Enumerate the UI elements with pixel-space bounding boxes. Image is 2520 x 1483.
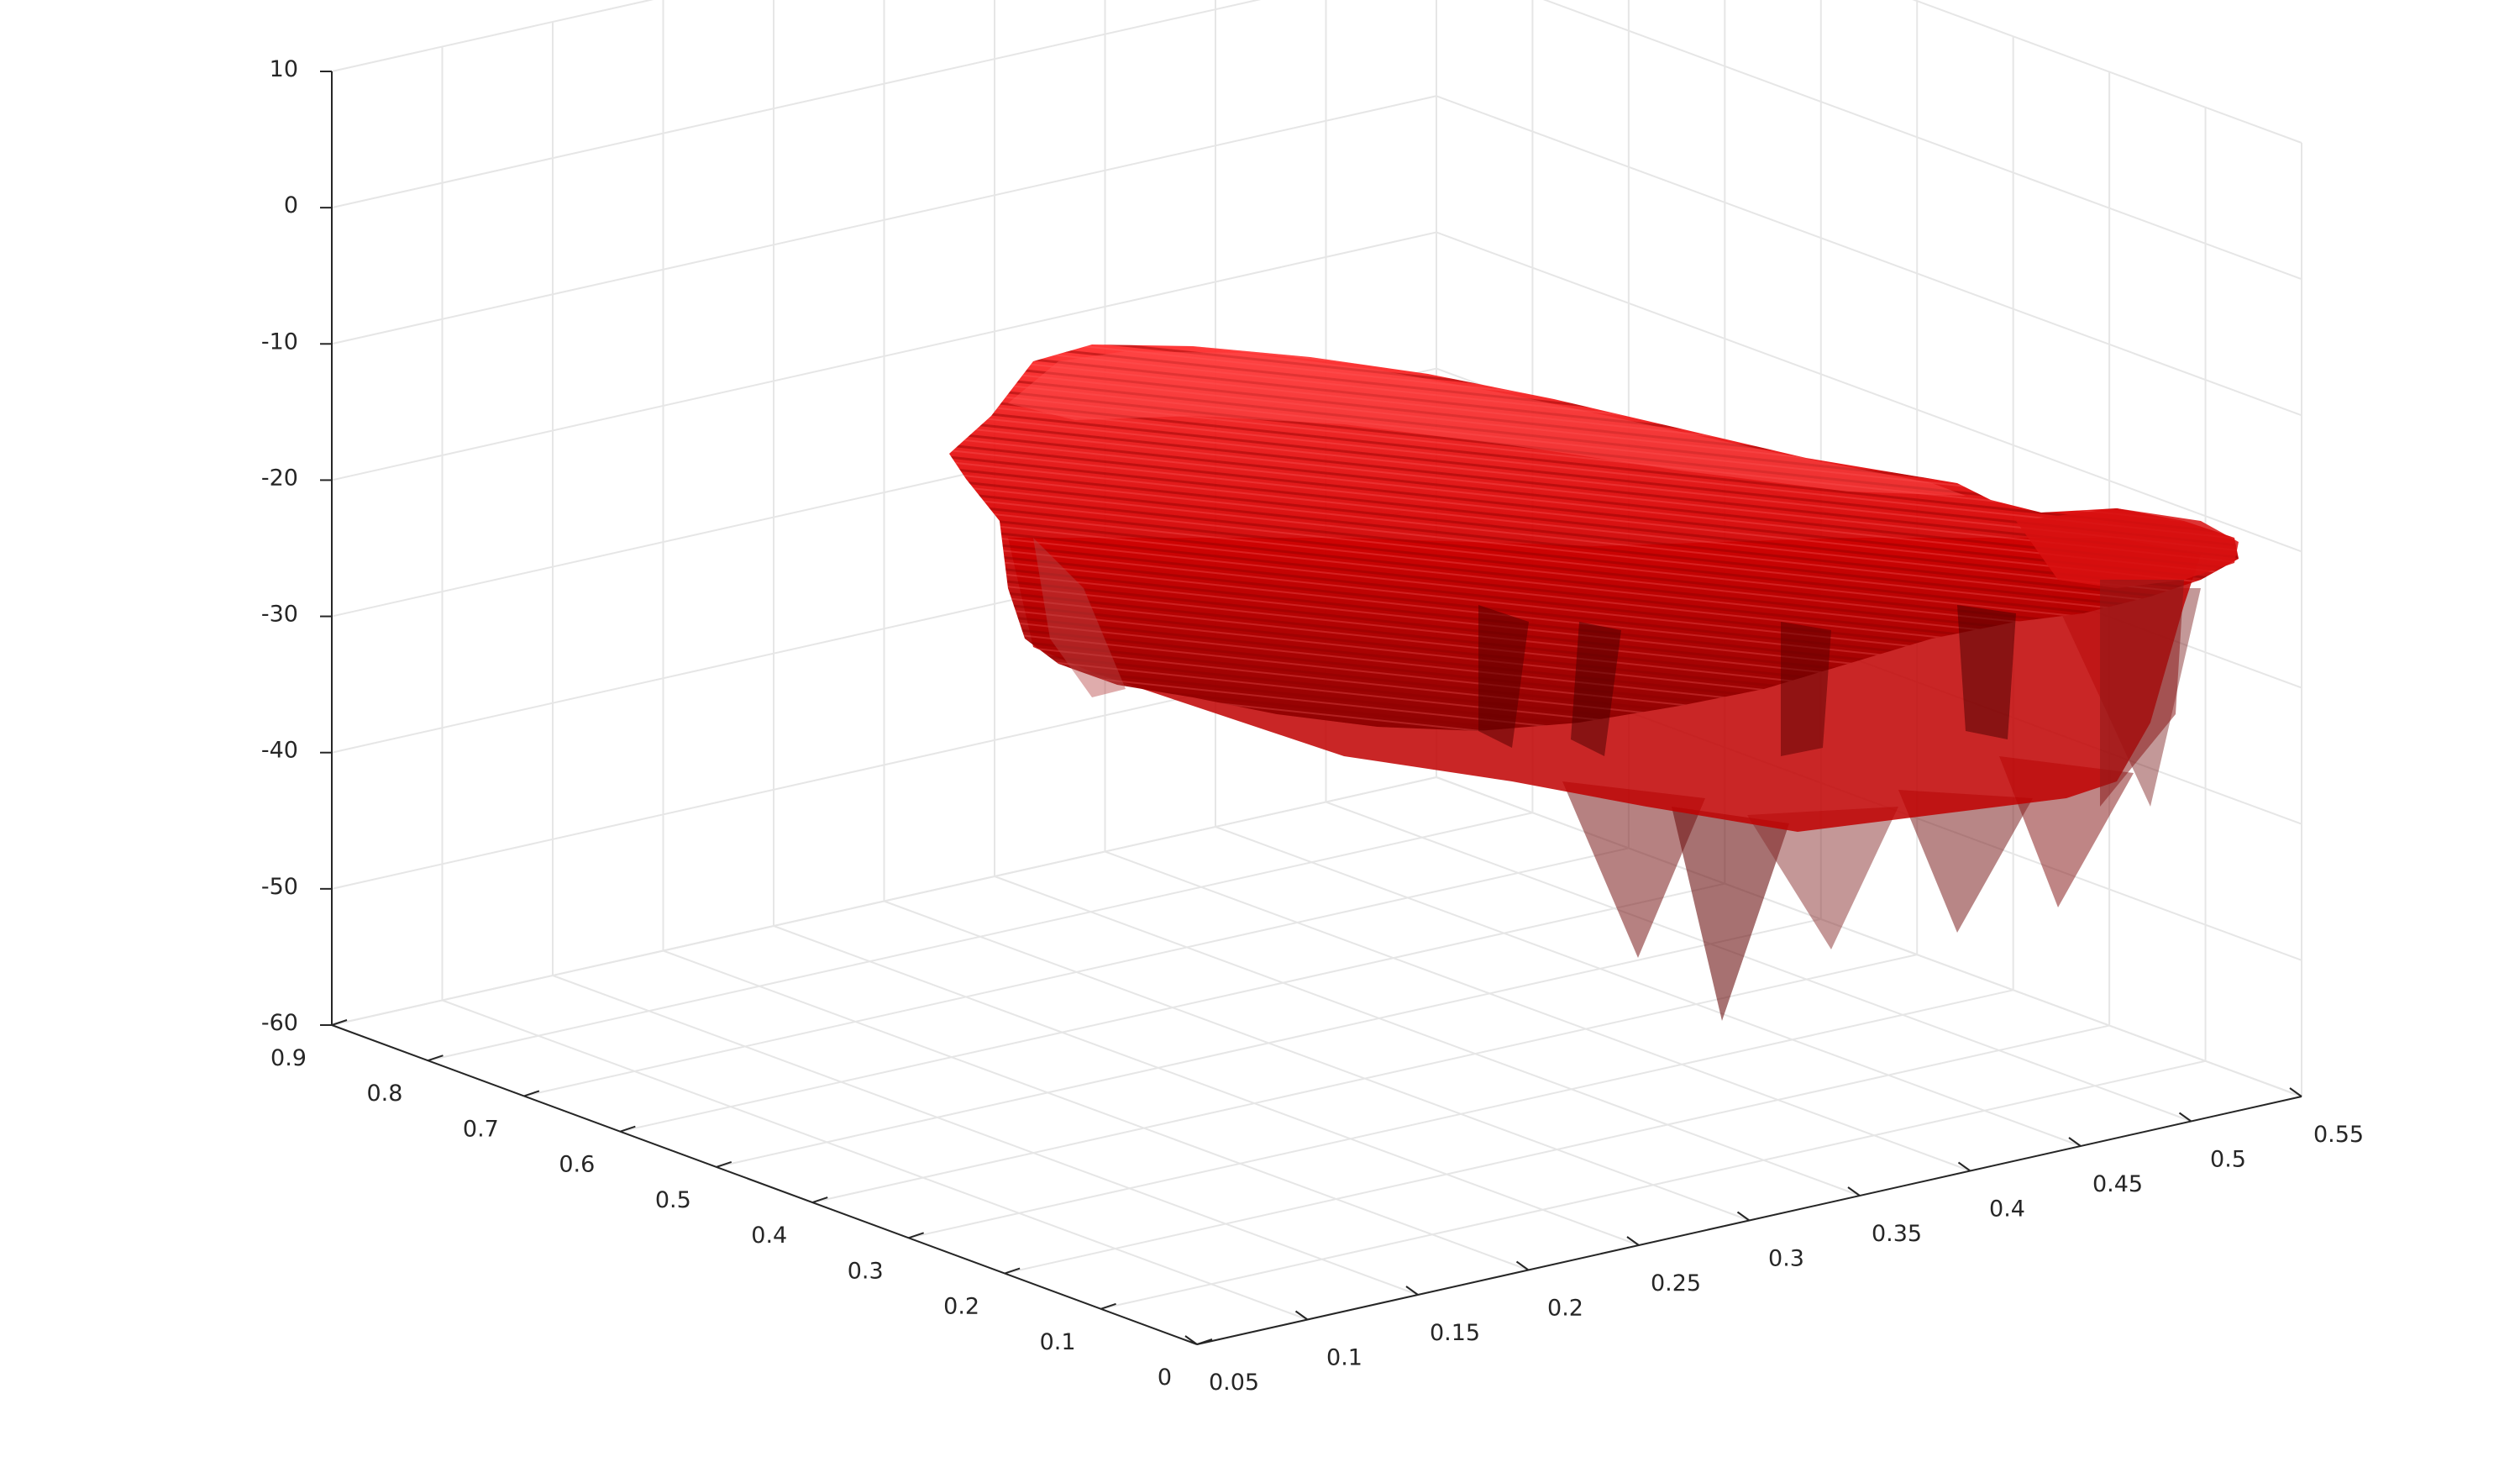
back-wall-grid-line xyxy=(331,231,1437,481)
floor-grid-line xyxy=(1215,826,2082,1147)
x-tick-mark xyxy=(1626,1236,1640,1246)
surface-spike xyxy=(1747,807,1898,949)
x-tick-mark xyxy=(1515,1260,1530,1271)
y-tick-label: 0.2 xyxy=(943,1294,979,1320)
z-tick-label: -10 xyxy=(261,329,298,355)
z-tick-label: -60 xyxy=(261,1010,298,1036)
y-tick-label: 0 xyxy=(1158,1365,1172,1391)
floor-grid-line xyxy=(663,949,1529,1271)
back-wall-grid-line xyxy=(331,0,654,72)
x-tick-mark xyxy=(1405,1286,1419,1296)
surface-spike xyxy=(1562,781,1705,958)
side-wall-grid-line xyxy=(1436,776,2302,1097)
back-wall-grid-line xyxy=(331,776,1437,1026)
y-tick-mark xyxy=(1196,1338,1213,1345)
x-tick-label: 0.4 xyxy=(1989,1196,2025,1223)
y-tick-label: 0.9 xyxy=(270,1045,307,1071)
y-axis-line xyxy=(331,1024,1198,1345)
x-tick-mark xyxy=(1957,1161,1971,1172)
y-tick-label: 0.7 xyxy=(463,1116,499,1142)
y-tick-mark xyxy=(523,1090,540,1097)
y-tick-mark xyxy=(1004,1267,1021,1275)
x-tick-mark xyxy=(2178,1112,2192,1123)
x-tick-label: 0.35 xyxy=(1872,1221,1922,1247)
x-tick-label: 0.25 xyxy=(1651,1270,1701,1296)
back-wall-grid-line xyxy=(331,0,1262,209)
x-tick-label: 0.15 xyxy=(1430,1320,1480,1346)
side-wall-grid-line xyxy=(1912,0,2302,144)
floor-grid-line xyxy=(994,876,1861,1196)
x-tick-mark xyxy=(1184,1335,1198,1345)
x-tick-label: 0.3 xyxy=(1768,1246,1804,1272)
side-wall-grid-line xyxy=(1542,0,2302,281)
surface-fold xyxy=(1781,622,1831,756)
surface-fold xyxy=(1957,605,2016,739)
y-tick-label: 0.8 xyxy=(366,1081,402,1107)
x-tick-label: 0.45 xyxy=(2092,1171,2143,1197)
floor-grid-line xyxy=(773,925,1640,1246)
side-wall-grid-line xyxy=(1436,95,2302,417)
surface-spike xyxy=(1898,790,2033,933)
y-tick-mark xyxy=(428,1054,444,1062)
x-tick-label: 0.05 xyxy=(1209,1370,1259,1396)
surface-top-highlight xyxy=(1008,351,1966,496)
z-tick-label: -40 xyxy=(261,738,298,764)
y-tick-label: 0.6 xyxy=(559,1152,595,1178)
surface-right-wing xyxy=(2016,508,2239,588)
x-tick-label: 0.5 xyxy=(2210,1147,2246,1173)
z-tick-label: -20 xyxy=(261,465,298,491)
x-tick-mark xyxy=(1736,1211,1751,1222)
floor-grid-line xyxy=(552,975,1419,1296)
z-tick-label: -50 xyxy=(261,874,298,900)
y-tick-mark xyxy=(908,1232,924,1239)
floor-grid-line xyxy=(908,989,2013,1239)
y-tick-mark xyxy=(811,1196,828,1204)
surface-striation-overlay xyxy=(949,344,2239,731)
y-tick-mark xyxy=(620,1125,636,1133)
z-tick-label: 10 xyxy=(270,56,298,82)
floor-grid-line xyxy=(1105,850,1971,1172)
x-axis-tick-labels: 0.05 0.1 0.15 0.2 0.25 0.3 0.35 0.4 0.45 0.5 0.55 xyxy=(1209,1122,2364,1396)
y-tick-label: 0.5 xyxy=(655,1187,691,1213)
y-tick-mark xyxy=(1100,1302,1116,1310)
surface-translucent-edge xyxy=(1033,538,1126,697)
y-tick-label: 0.4 xyxy=(751,1223,787,1249)
y-tick-label: 0.1 xyxy=(1040,1329,1076,1355)
side-wall-grid-line xyxy=(1436,231,2302,553)
surface-fold xyxy=(1478,605,1529,748)
z-tick-label: 0 xyxy=(284,192,298,218)
surface-fold xyxy=(1571,622,1621,756)
y-axis-tick-labels: 0 0.1 0.2 0.3 0.4 0.5 0.6 0.7 0.8 0.9 xyxy=(270,1045,1172,1391)
z-tick-label: -30 xyxy=(261,602,298,628)
floor-grid-line xyxy=(1004,1024,2110,1275)
floor-grid-line xyxy=(1100,1060,2206,1310)
floor-grid-line xyxy=(716,918,1821,1168)
floor-grid-line xyxy=(428,812,1533,1062)
x-tick-mark xyxy=(2289,1087,2302,1097)
red-surface-body xyxy=(949,344,2239,1021)
floor-grid-line xyxy=(620,882,1725,1133)
x-tick-mark xyxy=(2068,1137,2082,1147)
y-tick-mark xyxy=(716,1160,732,1168)
x-tick-mark xyxy=(1847,1186,1861,1196)
floor-grid-line xyxy=(523,847,1630,1097)
x-tick-label: 0.1 xyxy=(1326,1345,1362,1371)
y-tick-label: 0.3 xyxy=(848,1258,884,1284)
floor-grid-line xyxy=(884,900,1750,1222)
y-tick-mark xyxy=(331,1019,348,1026)
x-tick-label: 0.2 xyxy=(1547,1296,1583,1322)
surface-spike xyxy=(1672,807,1789,1021)
x-tick-mark xyxy=(1294,1310,1309,1321)
floor-grid-line xyxy=(1326,801,2192,1123)
back-wall-grid-line xyxy=(331,95,1437,345)
surface-right-panel xyxy=(2100,580,2184,807)
x-tick-label: 0.55 xyxy=(2313,1122,2364,1148)
axes-box xyxy=(320,71,2302,1345)
z-axis-tick-labels: -60 -50 -40 -30 -20 -10 0 10 xyxy=(261,56,298,1036)
floor-grid-line xyxy=(442,999,1308,1321)
floor-grid-line xyxy=(812,954,1918,1204)
